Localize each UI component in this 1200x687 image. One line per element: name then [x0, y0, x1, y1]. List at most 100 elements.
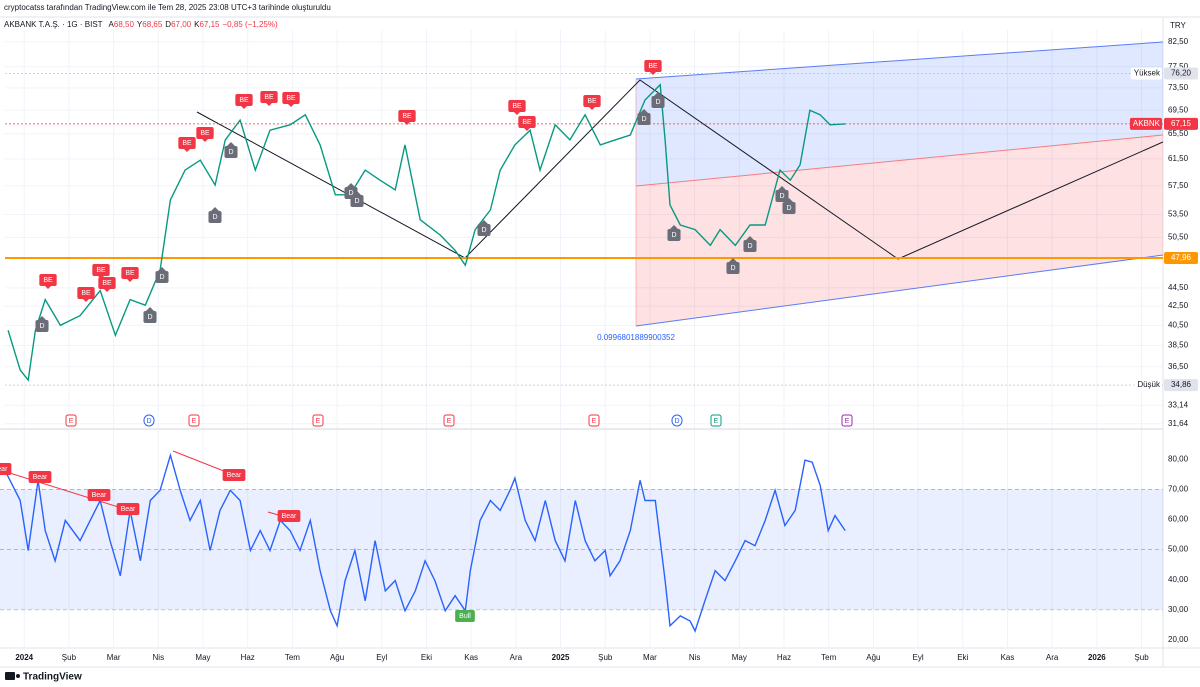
- event-label: D: [146, 418, 151, 425]
- event-label: E: [69, 418, 74, 425]
- signal-label: D: [786, 205, 791, 212]
- signal-box: [28, 471, 52, 483]
- signal-label: Bear: [33, 474, 48, 481]
- header: cryptocatss tarafından TradingView.com i…: [4, 3, 331, 12]
- x-tick-label: Şub: [598, 653, 613, 662]
- x-tick-label: Nis: [689, 653, 701, 662]
- y-tick-label: 61,50: [1168, 154, 1189, 163]
- signal-box: [87, 489, 111, 501]
- x-tick-label: 2025: [552, 653, 570, 662]
- x-tick-label: Ağu: [330, 653, 344, 662]
- change: −0,85 (−1,25%): [222, 20, 277, 29]
- signal-pointer: [729, 258, 737, 262]
- signal-label: BE: [512, 103, 522, 110]
- signal-label: Bear: [121, 506, 136, 513]
- level-name-box: [1129, 117, 1162, 130]
- event-marker: [671, 414, 683, 427]
- level-value: 67,15: [1171, 119, 1192, 128]
- y-tick-label: 65,50: [1168, 129, 1189, 138]
- x-tick-label: May: [732, 653, 747, 662]
- pitchfork-line: [635, 134, 1163, 187]
- signal-label: Bear: [92, 492, 107, 499]
- signal-pointer: [404, 122, 410, 125]
- event-marker: [65, 414, 77, 427]
- y-tick-label: 60,00: [1168, 515, 1189, 524]
- signal-label: D: [39, 323, 44, 330]
- signal-label: BE: [239, 97, 249, 104]
- pitchfork-upper-zone: [636, 42, 1163, 186]
- signal-box: [277, 510, 301, 522]
- event-marker: [841, 414, 853, 427]
- signal-label: BE: [81, 290, 91, 297]
- signal-label: BE: [286, 95, 296, 102]
- signal-box: [178, 137, 196, 149]
- y-tick-label: 50,00: [1168, 545, 1189, 554]
- y-tick-label: 57,50: [1168, 181, 1189, 190]
- signal-box: [260, 91, 278, 103]
- signal-label: D: [159, 274, 164, 281]
- signal-pointer: [83, 299, 89, 302]
- x-tick-label: Şub: [62, 653, 77, 662]
- signal-pointer: [650, 72, 656, 75]
- x-tick-label: Eyl: [376, 653, 387, 662]
- signal-label: D: [228, 149, 233, 156]
- signal-label: D: [730, 265, 735, 272]
- signal-box: [39, 274, 57, 286]
- signal-label: D: [212, 214, 217, 221]
- x-tick-label: Tem: [821, 653, 836, 662]
- signal-pointer: [524, 128, 530, 131]
- signal-pointer: [778, 186, 786, 190]
- ohlc-key: Y: [137, 20, 143, 29]
- ohlc-key: K: [194, 20, 200, 29]
- x-tick-label: Tem: [285, 653, 300, 662]
- signal-pointer: [38, 316, 46, 320]
- signal-label: Bear: [0, 466, 8, 473]
- signal-label: D: [747, 243, 752, 250]
- signal-box: [196, 127, 214, 139]
- y-tick-label: 31,64: [1168, 419, 1189, 428]
- signal-label: BE: [182, 140, 192, 147]
- x-tick-label: 2026: [1088, 653, 1106, 662]
- x-tick-label: May: [195, 653, 210, 662]
- signal-pointer: [127, 279, 133, 282]
- x-tick-label: Kas: [464, 653, 478, 662]
- signal-pointer: [670, 225, 678, 229]
- level-value-box: [1164, 251, 1198, 264]
- signal-pointer: [241, 106, 247, 109]
- signal-box: [143, 311, 157, 323]
- signal-pointer: [104, 289, 110, 292]
- signal-box: [743, 240, 757, 252]
- signal-label: BE: [587, 98, 597, 105]
- level-name: AKBNK: [1133, 119, 1161, 128]
- pitchfork-line: [635, 254, 1163, 327]
- y-tick-label: 30,00: [1168, 605, 1189, 614]
- signal-box: [644, 60, 662, 72]
- overlay: AKBANK T.A.Ş. · 1G · BIST A 68,50 Y 68,65 D 67…: [0, 20, 1198, 662]
- level-value-box: [1164, 67, 1198, 80]
- event-marker: [588, 414, 600, 427]
- divergence-line: [0, 469, 129, 511]
- event-marker: [312, 414, 324, 427]
- signal-box: [455, 610, 475, 622]
- y-tick-label: 38,50: [1168, 341, 1189, 350]
- signal-box: [782, 202, 796, 214]
- signal-pointer: [288, 104, 294, 107]
- ohlc-value: 67,15: [199, 20, 220, 29]
- signal-label: D: [481, 227, 486, 234]
- signal-box: [98, 277, 116, 289]
- event-label: E: [592, 418, 597, 425]
- signal-box: [477, 224, 491, 236]
- signal-label: BE: [200, 130, 210, 137]
- x-tick-label: Ara: [1046, 653, 1059, 662]
- level-value: 47,96: [1171, 253, 1192, 262]
- x-tick-label: Eki: [957, 653, 968, 662]
- signal-label: Bull: [459, 613, 471, 620]
- x-tick-label: Nis: [153, 653, 165, 662]
- signal-label: D: [348, 190, 353, 197]
- y-tick-label: 36,50: [1168, 362, 1189, 371]
- rsi-pane: [0, 430, 1163, 648]
- signal-box: [518, 116, 536, 128]
- level-value-box: [1164, 379, 1198, 392]
